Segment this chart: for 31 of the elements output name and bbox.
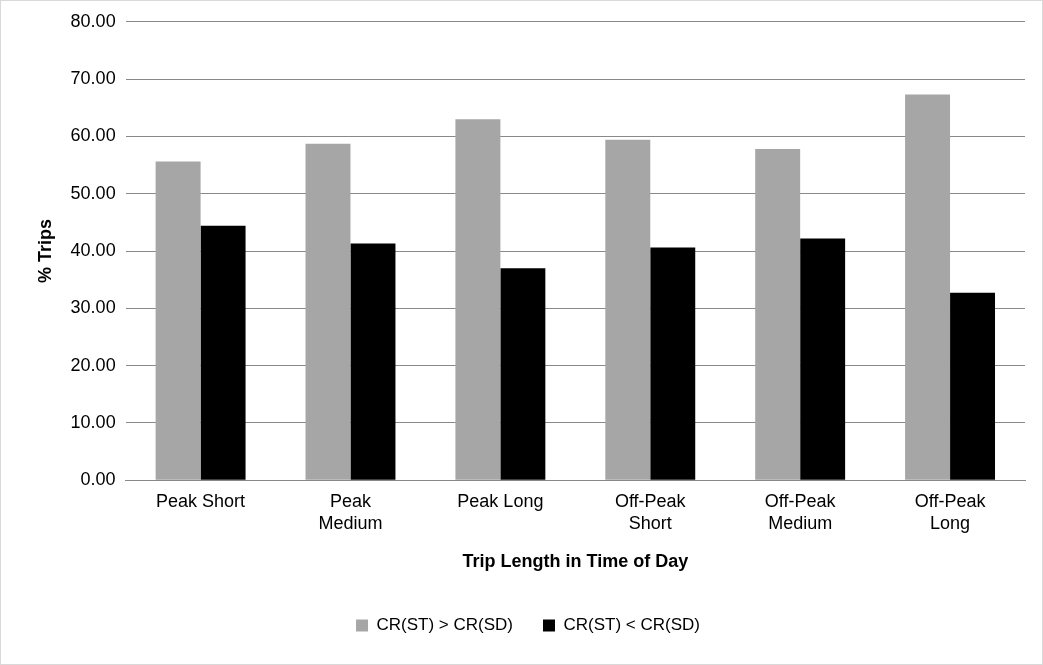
y-tick-label: 10.00: [70, 411, 116, 432]
bar: [455, 119, 501, 480]
bar: [200, 225, 246, 480]
y-axis-title: % Trips: [34, 218, 55, 284]
bar: [155, 161, 201, 480]
bar: [905, 94, 951, 480]
legend-label: CR(ST) < CR(SD): [563, 615, 700, 635]
bar: [500, 268, 546, 480]
bar: [755, 149, 801, 480]
y-tick-label: 70.00: [70, 68, 116, 89]
x-tick-label: Off-Peak Medium: [764, 490, 837, 533]
bar: [605, 139, 651, 480]
bar: [800, 238, 846, 480]
y-tick-label: 80.00: [70, 10, 116, 31]
bar: [350, 243, 396, 480]
y-tick-label: 30.00: [70, 297, 116, 318]
y-tick-label: 40.00: [70, 239, 116, 260]
bar: [650, 247, 696, 480]
x-tick-label: Peak Long: [457, 490, 544, 511]
x-tick-label: Peak Short: [156, 490, 246, 511]
y-tick-label: 50.00: [70, 182, 116, 203]
x-tick-label: Off-Peak Short: [614, 490, 687, 533]
legend-label: CR(ST) > CR(SD): [376, 615, 513, 635]
x-tick-label: Off-Peak Long: [914, 490, 987, 533]
y-tick-label: 20.00: [70, 354, 116, 375]
x-tick-label: Peak Medium: [318, 490, 383, 533]
y-tick-label: 0.00: [80, 469, 116, 490]
bar: [950, 292, 996, 480]
bar: [305, 143, 351, 480]
x-axis-title: Trip Length in Time of Day: [462, 551, 689, 572]
y-tick-label: 60.00: [70, 125, 116, 146]
